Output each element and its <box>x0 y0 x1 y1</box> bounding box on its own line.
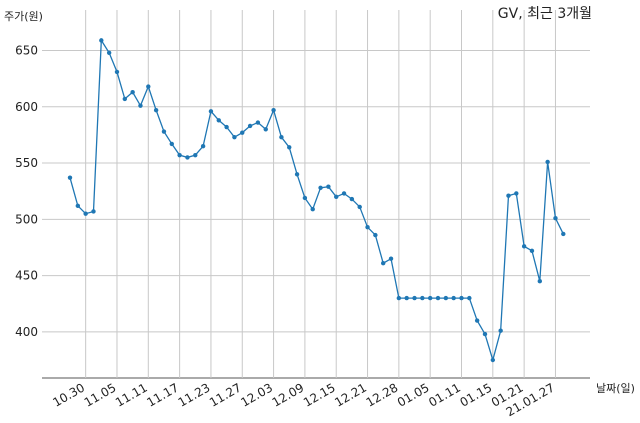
point <box>318 185 323 191</box>
x-tick-label: 12.28 <box>364 380 401 409</box>
point <box>561 231 566 237</box>
y-axis-label: 주가(원) <box>4 10 43 23</box>
point <box>365 224 370 230</box>
point <box>529 248 535 254</box>
point <box>553 215 558 221</box>
x-tick-label: 01.15 <box>458 380 495 409</box>
y-tick-label: 400 <box>15 325 38 339</box>
point <box>514 191 519 196</box>
x-tick-label: 11.11 <box>113 380 150 409</box>
point <box>459 295 464 301</box>
point <box>521 244 527 249</box>
point <box>177 152 182 158</box>
point <box>75 203 81 209</box>
line <box>69 38 564 363</box>
point <box>545 159 550 165</box>
point <box>537 279 542 284</box>
point <box>161 129 167 134</box>
point <box>208 109 214 114</box>
point <box>114 69 120 75</box>
point <box>99 38 104 43</box>
x-axis-label: 날짜(일) <box>596 381 635 395</box>
point <box>287 145 292 150</box>
point <box>451 295 456 301</box>
point <box>130 89 135 95</box>
point <box>193 152 198 158</box>
point <box>482 331 488 337</box>
point <box>91 209 96 214</box>
point <box>122 96 128 102</box>
chart-title: GV, 최근 3개월 <box>498 6 592 22</box>
point <box>420 295 425 301</box>
point <box>334 194 339 200</box>
point <box>341 191 347 196</box>
point <box>302 195 308 201</box>
y-tick-label: 650 <box>15 44 38 58</box>
point <box>490 357 496 363</box>
point <box>467 295 472 301</box>
point <box>498 328 503 333</box>
point <box>396 295 402 301</box>
x-tick-label: 01.05 <box>395 380 432 409</box>
y-tick-label: 600 <box>15 100 38 114</box>
point <box>474 318 480 323</box>
y-tick-label: 550 <box>15 156 38 170</box>
point <box>146 84 151 89</box>
point <box>106 50 112 55</box>
x-tick-label: 11.05 <box>82 380 119 409</box>
point <box>271 107 276 113</box>
point <box>255 120 261 125</box>
point <box>427 295 433 301</box>
point <box>443 295 449 301</box>
point <box>83 211 88 216</box>
point <box>326 184 331 189</box>
point <box>412 295 417 301</box>
point <box>138 103 143 108</box>
point <box>404 295 409 301</box>
point <box>67 175 73 180</box>
point <box>349 196 355 202</box>
point <box>381 261 386 266</box>
x-tick-label: 12.15 <box>301 380 338 409</box>
x-tick-label: 11.23 <box>176 380 213 409</box>
point <box>388 256 394 261</box>
y-tick-label: 450 <box>15 269 38 283</box>
x-tick-label: 10.30 <box>50 380 87 409</box>
point <box>373 232 378 238</box>
x-tick-label: 11.17 <box>144 380 181 409</box>
x-tick-label: 01.11 <box>426 380 463 409</box>
x-tick-label: 11.27 <box>207 380 244 409</box>
x-tick-label: 12.09 <box>270 380 307 409</box>
point <box>435 295 441 301</box>
point <box>200 143 206 149</box>
point <box>169 141 174 147</box>
point <box>185 155 190 160</box>
point <box>506 193 511 198</box>
point <box>357 204 362 210</box>
point <box>263 127 268 132</box>
point <box>216 118 221 123</box>
point <box>224 124 229 130</box>
point <box>247 123 253 129</box>
x-tick-label: 12.21 <box>332 380 369 409</box>
point <box>232 134 237 140</box>
y-tick-label: 500 <box>15 212 38 226</box>
point <box>153 107 159 113</box>
point <box>279 134 284 140</box>
point <box>240 130 245 135</box>
point <box>310 206 315 212</box>
x-tick-label: 12.03 <box>238 380 275 409</box>
point <box>294 172 300 177</box>
